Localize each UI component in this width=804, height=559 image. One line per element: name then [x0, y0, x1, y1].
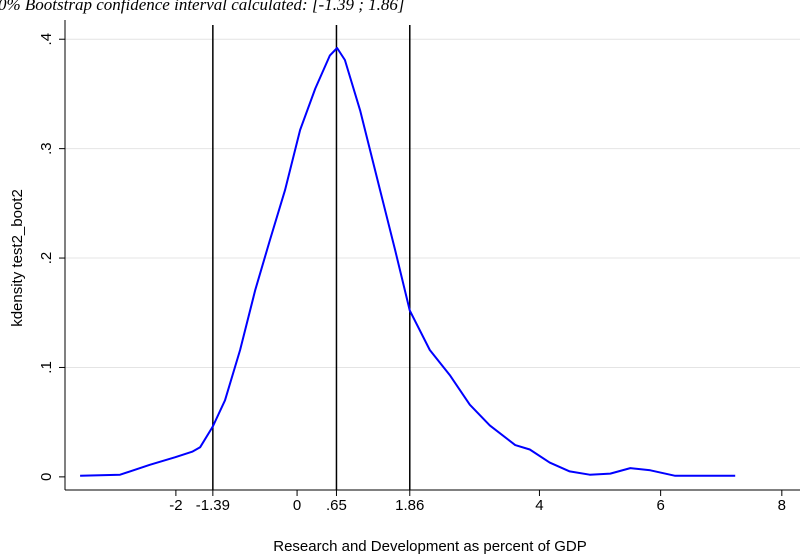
density-line	[80, 47, 736, 477]
x-tick-label: 0	[293, 497, 301, 514]
x-tick-label: 8	[778, 497, 786, 514]
y-tick-label: .2	[38, 252, 55, 265]
y-tick-label: .1	[38, 361, 55, 374]
x-tick-label: -2	[169, 497, 182, 514]
y-tick-label: .4	[38, 33, 55, 46]
chart-title: 0% Bootstrap confidence interval calcula…	[0, 0, 405, 14]
x-tick-label: 1.86	[395, 497, 424, 514]
x-tick-label: -1.39	[196, 497, 230, 514]
x-tick-label: .65	[326, 497, 347, 514]
y-tick-label: 0	[38, 473, 55, 481]
x-axis-title: Research and Development as percent of G…	[273, 538, 587, 555]
y-tick-label: .3	[38, 142, 55, 155]
y-axis-title: kdensity test2_boot2	[9, 189, 26, 327]
x-tick-label: 6	[656, 497, 664, 514]
x-tick-label: 4	[535, 497, 543, 514]
